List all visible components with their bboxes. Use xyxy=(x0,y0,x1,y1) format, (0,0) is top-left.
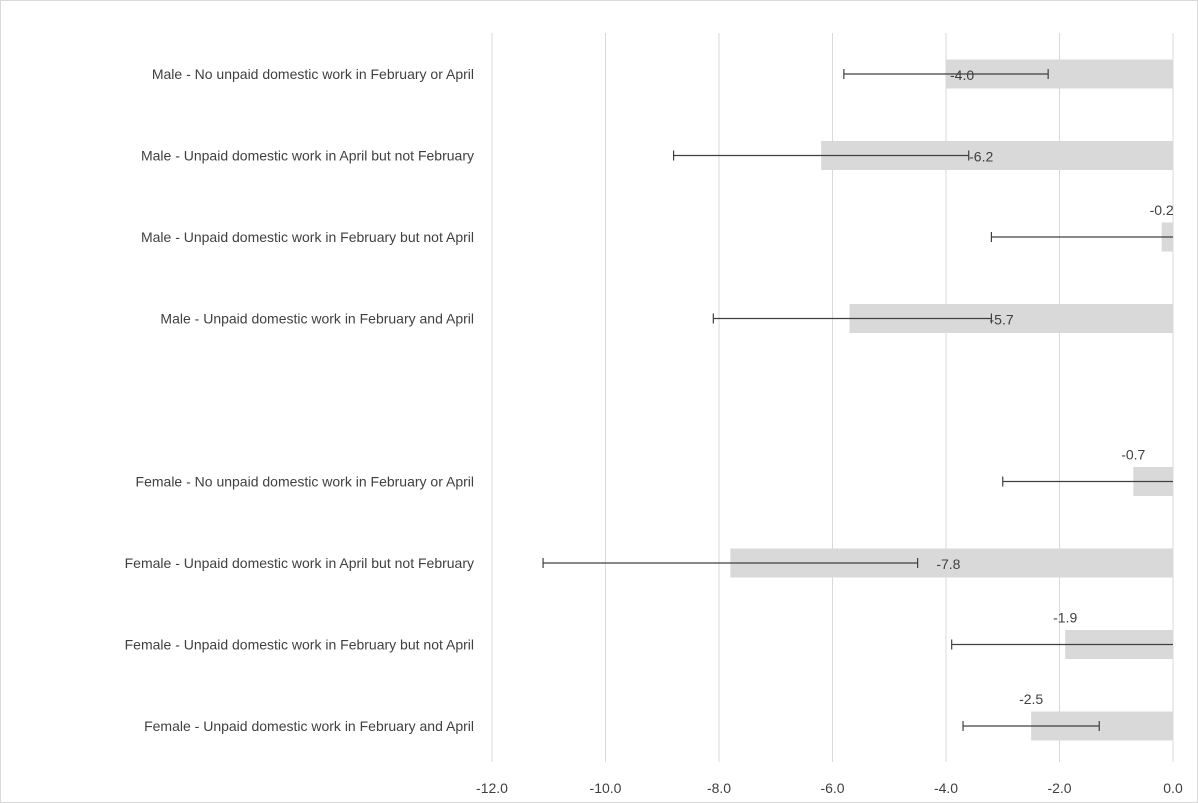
error-bar xyxy=(672,150,970,161)
category-label: Female - Unpaid domestic work in Februar… xyxy=(125,637,474,653)
error-bar xyxy=(951,639,1173,650)
error-bar xyxy=(712,313,993,324)
x-axis-ticks: -12.0 -10.0 -8.0 -6.0 -4.0 -2.0 0.0 xyxy=(476,780,1183,796)
category-label: Male - Unpaid domestic work in February … xyxy=(141,229,474,245)
error-bar xyxy=(962,721,1100,731)
data-label: -7.8 xyxy=(936,556,960,572)
x-tick-label: -6.0 xyxy=(820,780,844,796)
bars xyxy=(730,59,1173,741)
error-bar xyxy=(990,232,1173,242)
data-labels: -4.0 -6.2 -0.2 -5.7 -0.7 -7.8 -1.9 -2.5 xyxy=(936,67,1174,707)
x-tick-label: -10.0 xyxy=(590,780,622,796)
category-label: Female - Unpaid domestic work in Februar… xyxy=(144,718,474,734)
x-tick-label: -12.0 xyxy=(476,780,508,796)
error-bar xyxy=(1002,476,1173,487)
data-label: -1.9 xyxy=(1053,610,1077,626)
x-tick-label: -8.0 xyxy=(707,780,731,796)
category-label: Male - Unpaid domestic work in February … xyxy=(160,311,474,327)
x-tick-label: -2.0 xyxy=(1047,780,1071,796)
category-label: Female - Unpaid domestic work in April b… xyxy=(125,555,474,571)
data-label: -4.0 xyxy=(950,67,974,83)
data-label: -0.7 xyxy=(1121,447,1145,463)
data-label: -2.5 xyxy=(1019,691,1043,707)
x-tick-label: -4.0 xyxy=(934,780,958,796)
category-label: Male - No unpaid domestic work in Februa… xyxy=(152,66,474,82)
x-tick-label: 0.0 xyxy=(1163,780,1183,796)
error-bars xyxy=(542,69,1173,731)
data-label: -6.2 xyxy=(969,149,993,165)
category-labels: Male - No unpaid domestic work in Februa… xyxy=(125,66,474,734)
error-bar xyxy=(542,558,919,568)
data-label: -5.7 xyxy=(990,312,1014,328)
error-bar xyxy=(843,69,1049,79)
category-label: Male - Unpaid domestic work in April but… xyxy=(141,148,474,164)
category-label: Female - No unpaid domestic work in Febr… xyxy=(136,474,474,490)
data-label: -0.2 xyxy=(1150,202,1174,218)
